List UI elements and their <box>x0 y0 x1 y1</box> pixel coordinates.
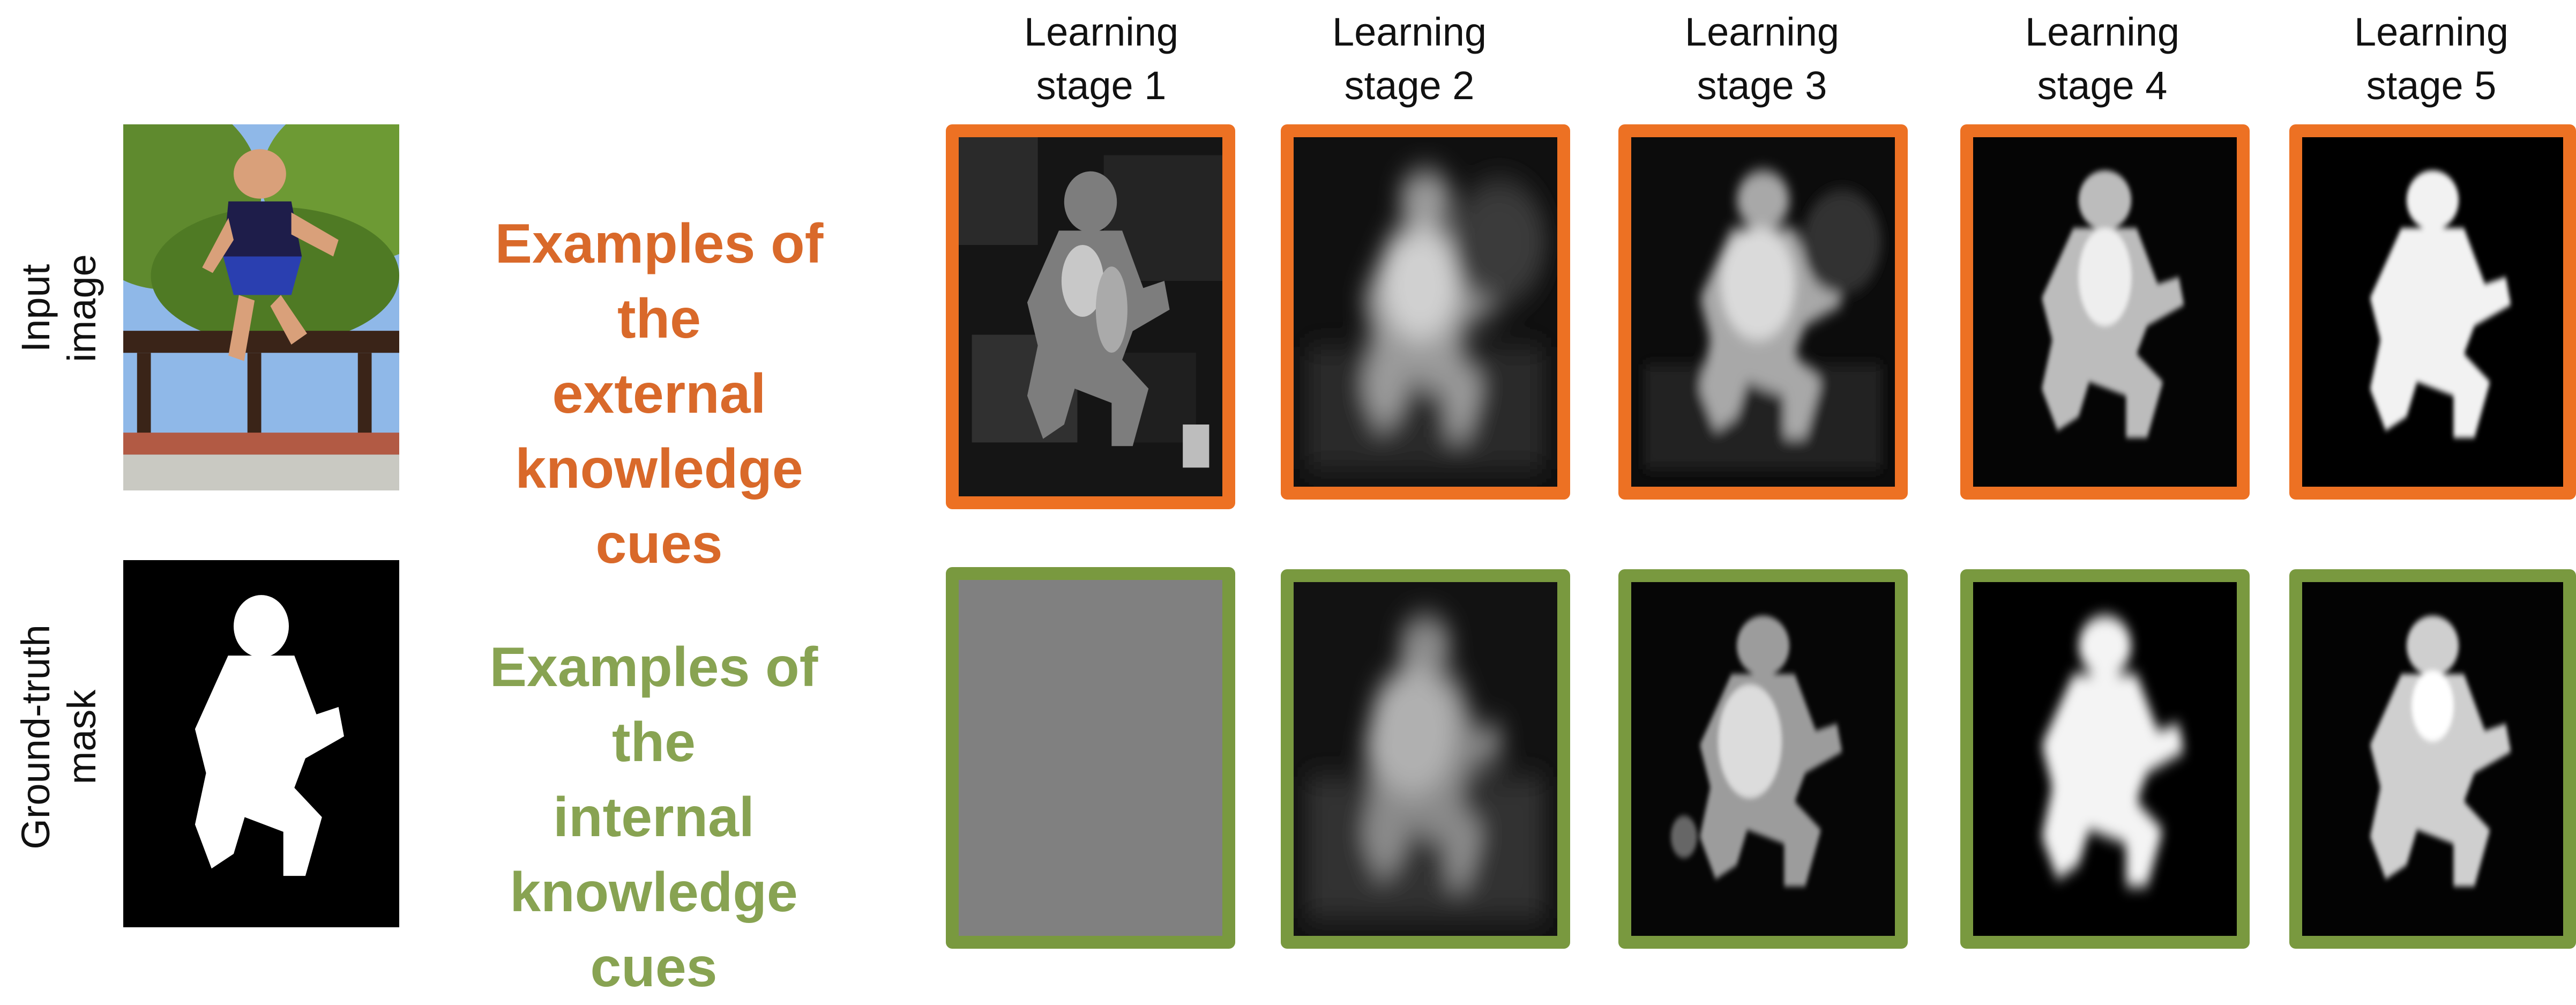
internal-cue-stage-4 <box>1960 569 2250 949</box>
stage-header-line2: stage 4 <box>2037 63 2168 108</box>
row-label-line1: Ground-truth <box>13 624 58 850</box>
stage-header-5: Learning stage 5 <box>2316 5 2547 113</box>
external-cues-caption: Examples of the external knowledge cues <box>472 206 847 582</box>
internal-cue-stage-3 <box>1618 569 1908 949</box>
stage-header-line1: Learning <box>1332 10 1487 54</box>
external-cue-stage-5 <box>2289 124 2576 500</box>
stage-header-line2: stage 1 <box>1036 63 1167 108</box>
stage-header-line1: Learning <box>2354 10 2508 54</box>
stage-header-2: Learning stage 2 <box>1294 5 1525 113</box>
external-cues-line2: external <box>552 363 766 425</box>
row-label-line2: mask <box>59 689 104 785</box>
stage-header-line2: stage 3 <box>1697 63 1827 108</box>
internal-cue-stage-2 <box>1281 569 1570 949</box>
ground-truth-mask <box>123 560 399 927</box>
external-cue-stage-1 <box>946 124 1235 509</box>
row-label-line2: image <box>59 254 104 362</box>
row-label-line1: Input <box>13 264 58 353</box>
external-cues-line3: knowledge cues <box>515 438 803 575</box>
external-cue-stage-4 <box>1960 124 2250 500</box>
stage-header-line1: Learning <box>2025 10 2179 54</box>
stage-header-line1: Learning <box>1024 10 1178 54</box>
internal-cue-stage-1 <box>946 567 1235 949</box>
stage-header-1: Learning stage 1 <box>986 5 1216 113</box>
external-cue-stage-2 <box>1281 124 1570 500</box>
stage-header-3: Learning stage 3 <box>1647 5 1877 113</box>
stage-header-line2: stage 5 <box>2366 63 2497 108</box>
stage-header-4: Learning stage 4 <box>1987 5 2217 113</box>
internal-cues-line2: internal <box>553 786 755 848</box>
external-cues-line1: Examples of the <box>495 213 824 350</box>
stage-header-line2: stage 2 <box>1344 63 1475 108</box>
external-cue-stage-3 <box>1618 124 1908 500</box>
stage-header-line1: Learning <box>1684 10 1839 54</box>
input-photo <box>123 124 399 490</box>
row-label-input: Input image <box>13 254 105 362</box>
internal-cues-line3: knowledge cues <box>510 861 798 999</box>
row-label-ground-truth: Ground-truth mask <box>13 624 105 850</box>
internal-cues-line1: Examples of the <box>489 636 818 773</box>
internal-cue-stage-5 <box>2289 569 2576 949</box>
internal-cues-caption: Examples of the internal knowledge cues <box>466 630 841 1005</box>
